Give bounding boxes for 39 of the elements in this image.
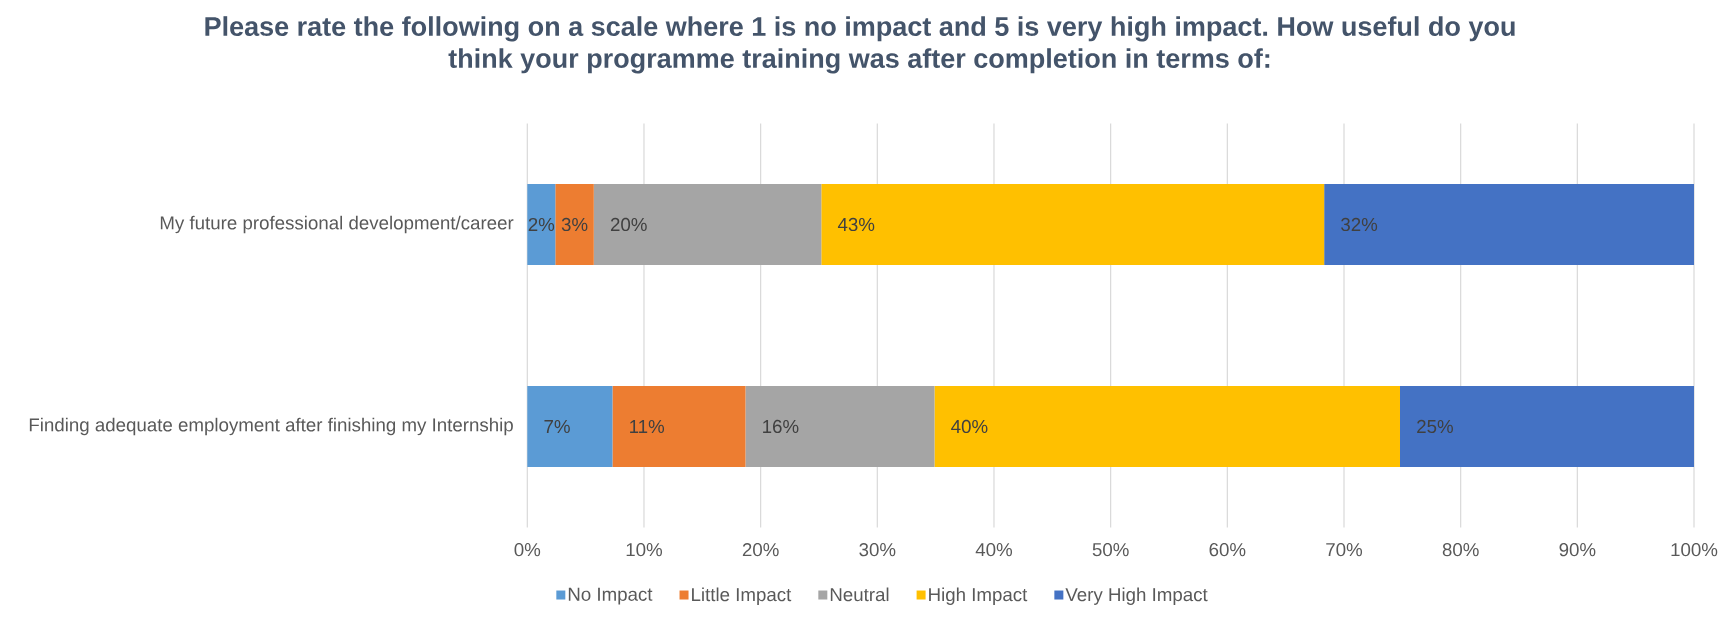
x-tick-label: 20% bbox=[742, 543, 779, 557]
legend-label: Neutral bbox=[830, 587, 889, 602]
bar bbox=[527, 386, 613, 467]
data-label: 40% bbox=[951, 419, 988, 434]
bar bbox=[612, 386, 746, 467]
bar bbox=[1324, 184, 1695, 265]
data-label: 43% bbox=[837, 217, 875, 232]
bar bbox=[593, 184, 822, 265]
x-tick-label: 100% bbox=[1671, 543, 1718, 557]
data-label: 7% bbox=[544, 419, 570, 434]
data-label: 11% bbox=[630, 419, 665, 434]
y-tick-label: My future professional development/career bbox=[160, 215, 514, 234]
data-label: 2% bbox=[528, 217, 555, 232]
x-tick-label: 90% bbox=[1559, 543, 1596, 557]
x-tick-label: 30% bbox=[859, 543, 896, 557]
x-tick-label: 10% bbox=[626, 543, 663, 557]
x-tick-label: 70% bbox=[1326, 543, 1363, 557]
bar bbox=[527, 184, 556, 265]
bar bbox=[555, 184, 594, 265]
data-label: 32% bbox=[1341, 217, 1378, 232]
x-tick-label: 60% bbox=[1209, 543, 1246, 557]
x-tick-label: 40% bbox=[975, 543, 1013, 557]
data-label: 16% bbox=[763, 419, 799, 434]
bar bbox=[821, 184, 1325, 265]
bar bbox=[1400, 386, 1695, 467]
x-tick-label: 0% bbox=[514, 543, 541, 557]
data-label: 25% bbox=[1417, 419, 1453, 434]
data-label: 3% bbox=[561, 217, 588, 232]
data-label: 20% bbox=[610, 217, 647, 232]
legend-label: No Impact bbox=[568, 587, 653, 605]
x-tick-label: 50% bbox=[1092, 543, 1129, 557]
bar bbox=[745, 386, 935, 467]
x-tick-label: 80% bbox=[1442, 543, 1479, 557]
chart-title: Please rate the following on a scale where 1 is no impact and 5 is very high impact. How useful do you think your programme training was after completion in terms of: bbox=[205, 16, 1515, 74]
bar bbox=[934, 386, 1400, 467]
legend-label: Very High Impact bbox=[1065, 587, 1208, 605]
legend-label: High Impact bbox=[929, 587, 1028, 605]
legend-label: Little Impact bbox=[692, 587, 792, 605]
y-tick-label: Finding adequate employment after finishing my Internship bbox=[29, 417, 513, 436]
